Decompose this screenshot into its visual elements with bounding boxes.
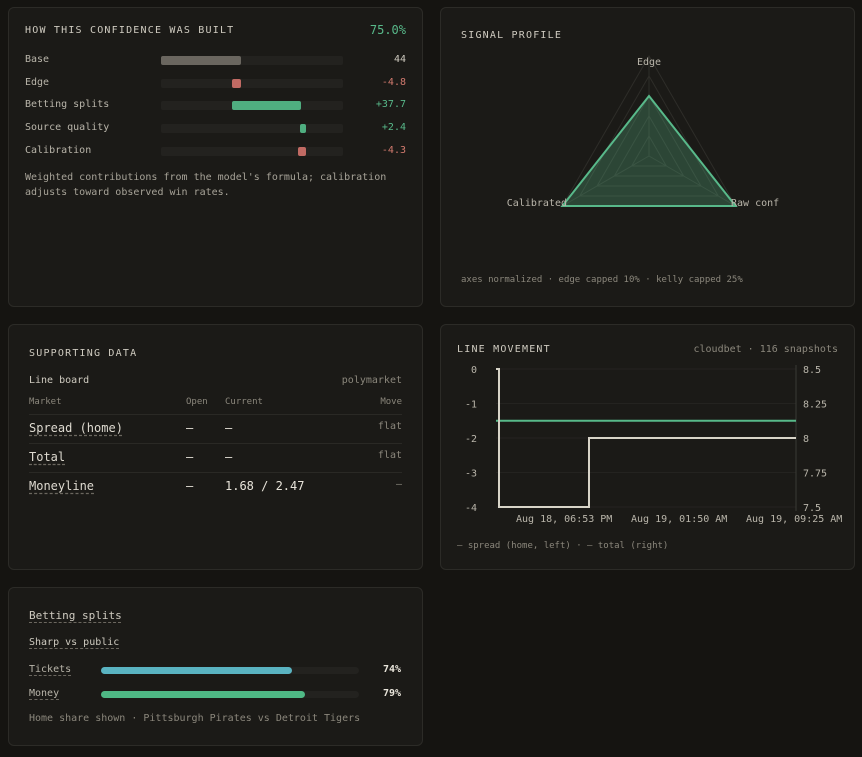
supporting-title: SUPPORTING DATA xyxy=(29,348,138,359)
split-bar xyxy=(101,667,292,674)
confidence-row-label: Base xyxy=(25,54,50,65)
confidence-total: 75.0% xyxy=(369,23,406,37)
confidence-row-value: -4.8 xyxy=(381,76,406,88)
x-tick: Aug 18, 06:53 PM xyxy=(516,514,612,525)
confidence-row-track xyxy=(161,56,343,65)
radar-axis-raw-conf: Raw conf xyxy=(731,198,779,209)
split-percent: 74% xyxy=(383,664,402,675)
table-divider xyxy=(29,472,402,473)
line-movement-title: LINE MOVEMENT xyxy=(457,344,551,355)
col-header-market: Market xyxy=(29,397,62,407)
confidence-row-track xyxy=(161,124,343,134)
confidence-row-bar xyxy=(300,124,306,134)
confidence-row-track xyxy=(161,101,343,111)
split-bar xyxy=(101,691,305,698)
market-name[interactable]: Spread (home) xyxy=(29,421,123,435)
table-divider xyxy=(29,443,402,444)
confidence-row: Calibration -4.3 xyxy=(25,145,406,159)
market-current: 1.68 / 2.47 xyxy=(225,479,305,493)
confidence-row-bar xyxy=(161,56,242,65)
betting-splits-card: Betting splits Sharp vs public Tickets 74… xyxy=(8,587,423,746)
confidence-row-bar xyxy=(232,101,301,111)
col-header-open: Open xyxy=(186,397,208,407)
splits-title[interactable]: Betting splits xyxy=(29,609,122,622)
splits-note: Home share shown · Pittsburgh Pirates vs… xyxy=(29,713,361,724)
confidence-row-bar xyxy=(232,78,241,88)
radar-grid-ring xyxy=(578,75,720,197)
radar-spoke xyxy=(562,155,650,207)
line-movement-meta: cloudbet · 116 snapshots xyxy=(693,344,839,355)
split-label[interactable]: Tickets xyxy=(29,664,72,675)
market-current: — xyxy=(225,450,233,464)
total-series-line xyxy=(496,368,796,508)
radar-axis-edge: Edge xyxy=(637,57,661,68)
radar-shape xyxy=(560,94,738,207)
y-right-tick: 7.5 xyxy=(803,503,821,514)
x-tick: Aug 19, 09:25 AM xyxy=(746,514,842,525)
confidence-row-value: +37.7 xyxy=(375,99,406,111)
line-movement-legend: — spread (home, left) · — total (right) xyxy=(457,541,669,551)
radar-axis-calibrated: Calibrated xyxy=(507,198,567,209)
confidence-row: Source quality +2.4 xyxy=(25,122,406,136)
confidence-row-label: Calibration xyxy=(25,144,92,156)
line-board-label: Line board xyxy=(29,375,90,386)
market-move: — xyxy=(395,479,402,490)
confidence-row-label: Betting splits xyxy=(25,99,110,111)
signal-note: axes normalized · edge capped 10% · kell… xyxy=(461,275,743,285)
x-tick: Aug 19, 01:50 AM xyxy=(631,514,727,525)
supporting-data-card: SUPPORTING DATA Line board polymarket Ma… xyxy=(8,324,423,570)
split-track xyxy=(101,691,359,698)
confidence-row: Base 44 xyxy=(25,54,406,68)
confidence-row-label: Source quality xyxy=(25,122,110,134)
confidence-card: HOW THIS CONFIDENCE WAS BUILT 75.0% Base… xyxy=(8,7,423,307)
market-move: flat xyxy=(377,421,402,432)
market-name[interactable]: Total xyxy=(29,450,66,464)
radar-grid-ring xyxy=(613,115,685,177)
radar-grid-ring xyxy=(630,135,668,167)
line-movement-chart: 0 8.5 -1 8.25 -2 8 -3 7.75 -4 7.5 Aug 18, 06:53 PM… xyxy=(465,365,842,525)
market-open: — xyxy=(186,479,194,493)
confidence-title: HOW THIS CONFIDENCE WAS BUILT xyxy=(25,25,235,36)
confidence-note: Weighted contributions from the model's … xyxy=(25,172,387,198)
confidence-row-bar xyxy=(298,146,306,156)
confidence-row-label: Edge xyxy=(25,76,50,88)
confidence-row-value: +2.4 xyxy=(381,122,406,134)
confidence-row-track xyxy=(161,146,343,156)
signal-profile-card: SIGNAL PROFILE Edge Raw conf Calibrated … xyxy=(440,7,855,307)
confidence-row: Edge -4.8 xyxy=(25,77,406,91)
y-right-tick: 7.75 xyxy=(803,469,827,480)
radar-grid-ring xyxy=(596,94,702,187)
confidence-row-track xyxy=(161,78,343,88)
splits-subtitle: Sharp vs public xyxy=(29,637,120,648)
y-left-tick: -2 xyxy=(465,434,477,445)
y-left-tick: -1 xyxy=(465,400,477,411)
split-label[interactable]: Money xyxy=(29,688,60,699)
radar-chart: Edge Raw conf Calibrated xyxy=(507,54,779,209)
line-movement-card: LINE MOVEMENT cloudbet · 116 snapshots 0… xyxy=(440,324,855,570)
col-header-move: Move xyxy=(380,397,402,407)
signal-title: SIGNAL PROFILE xyxy=(461,30,563,41)
y-left-tick: -4 xyxy=(465,503,477,514)
market-move: flat xyxy=(377,450,402,461)
y-right-tick: 8 xyxy=(803,434,809,445)
confidence-row-value: 44 xyxy=(393,54,406,65)
line-board-source: polymarket xyxy=(341,375,402,386)
table-divider xyxy=(29,414,402,415)
market-current: — xyxy=(225,421,233,435)
market-open: — xyxy=(186,421,194,435)
y-right-tick: 8.5 xyxy=(803,365,821,376)
confidence-row-value: -4.3 xyxy=(381,144,406,156)
y-left-tick: -3 xyxy=(465,469,477,480)
split-track xyxy=(101,667,359,674)
market-open: — xyxy=(186,450,194,464)
y-left-tick: 0 xyxy=(471,365,477,376)
confidence-row: Betting splits +37.7 xyxy=(25,99,406,113)
market-name[interactable]: Moneyline xyxy=(29,479,95,493)
y-right-tick: 8.25 xyxy=(803,400,827,411)
split-percent: 79% xyxy=(383,688,402,699)
col-header-current: Current xyxy=(225,397,263,407)
radar-spoke xyxy=(648,155,736,207)
